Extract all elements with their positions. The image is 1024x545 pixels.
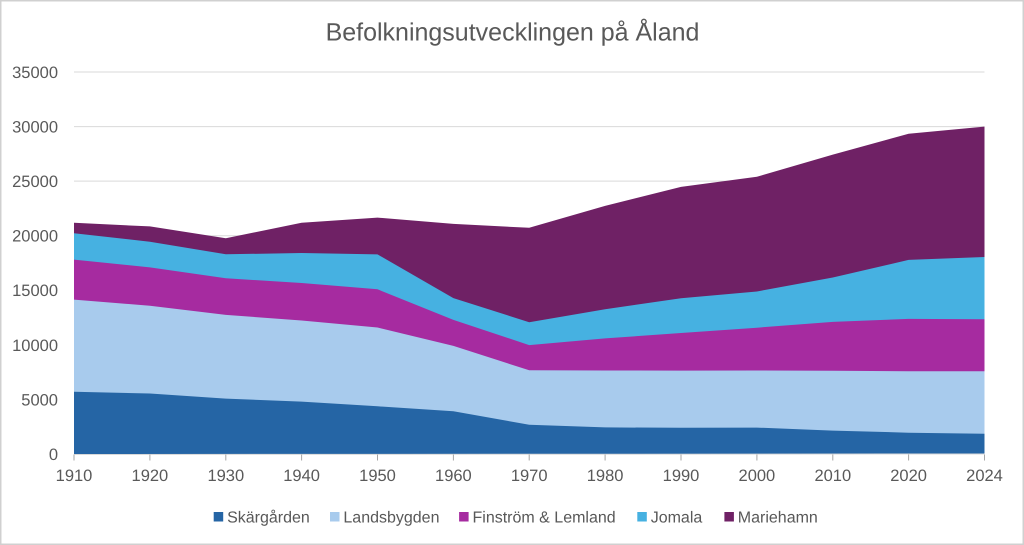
svg-text:15000: 15000 (12, 282, 58, 300)
svg-text:30000: 30000 (12, 118, 58, 136)
svg-text:Mariehamn: Mariehamn (738, 509, 818, 526)
svg-text:1990: 1990 (663, 467, 700, 485)
svg-text:5000: 5000 (21, 391, 58, 409)
svg-text:2000: 2000 (739, 467, 776, 485)
svg-text:Finström & Lemland: Finström & Lemland (473, 509, 616, 526)
svg-text:Landsbygden: Landsbygden (343, 509, 439, 526)
svg-text:0: 0 (49, 446, 58, 464)
svg-text:2024: 2024 (966, 467, 1003, 485)
svg-text:Befolkningsutvecklingen på Åla: Befolkningsutvecklingen på Åland (326, 19, 700, 47)
svg-text:2020: 2020 (890, 467, 927, 485)
svg-text:1920: 1920 (132, 467, 169, 485)
svg-text:1940: 1940 (283, 467, 320, 485)
svg-text:2010: 2010 (814, 467, 851, 485)
svg-text:1950: 1950 (359, 467, 396, 485)
svg-text:20000: 20000 (12, 228, 58, 246)
svg-text:Skärgården: Skärgården (227, 509, 310, 526)
svg-text:Jomala: Jomala (651, 509, 703, 526)
svg-text:1970: 1970 (511, 467, 548, 485)
svg-text:35000: 35000 (12, 64, 58, 82)
svg-text:1960: 1960 (435, 467, 472, 485)
svg-text:25000: 25000 (12, 173, 58, 191)
svg-text:1910: 1910 (56, 467, 93, 485)
svg-text:10000: 10000 (12, 337, 58, 355)
svg-text:1980: 1980 (587, 467, 624, 485)
svg-text:1930: 1930 (207, 467, 244, 485)
